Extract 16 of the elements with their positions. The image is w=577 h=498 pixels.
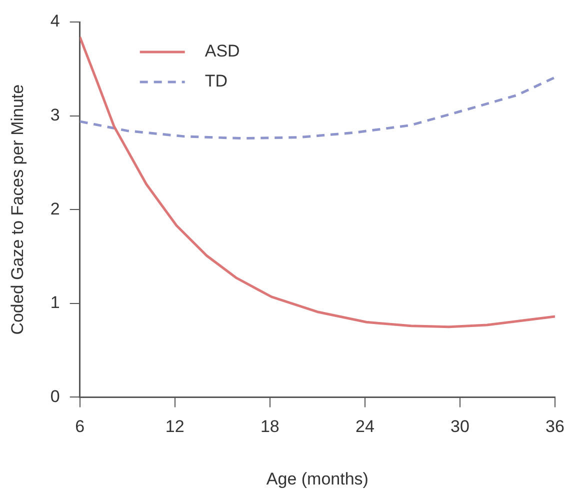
x-tick-label: 24 — [355, 417, 374, 436]
y-tick-label: 0 — [50, 386, 60, 406]
x-tick-label: 18 — [260, 417, 280, 436]
y-axis-title: Coded Gaze to Faces per Minute — [8, 84, 27, 335]
y-tick-label: 4 — [50, 12, 60, 31]
x-axis-title: Age (months) — [266, 469, 368, 488]
x-tick-label: 12 — [165, 417, 184, 436]
x-tick-label: 6 — [75, 417, 85, 436]
y-tick-label: 2 — [50, 199, 60, 218]
legend-label: ASD — [204, 42, 240, 61]
x-tick-label: 36 — [546, 417, 564, 436]
y-tick-label: 1 — [50, 293, 60, 312]
legend-label: TD — [204, 72, 228, 91]
x-tick-label: 30 — [450, 417, 470, 436]
line-series — [80, 76, 555, 140]
y-tick-label: 3 — [50, 105, 60, 124]
